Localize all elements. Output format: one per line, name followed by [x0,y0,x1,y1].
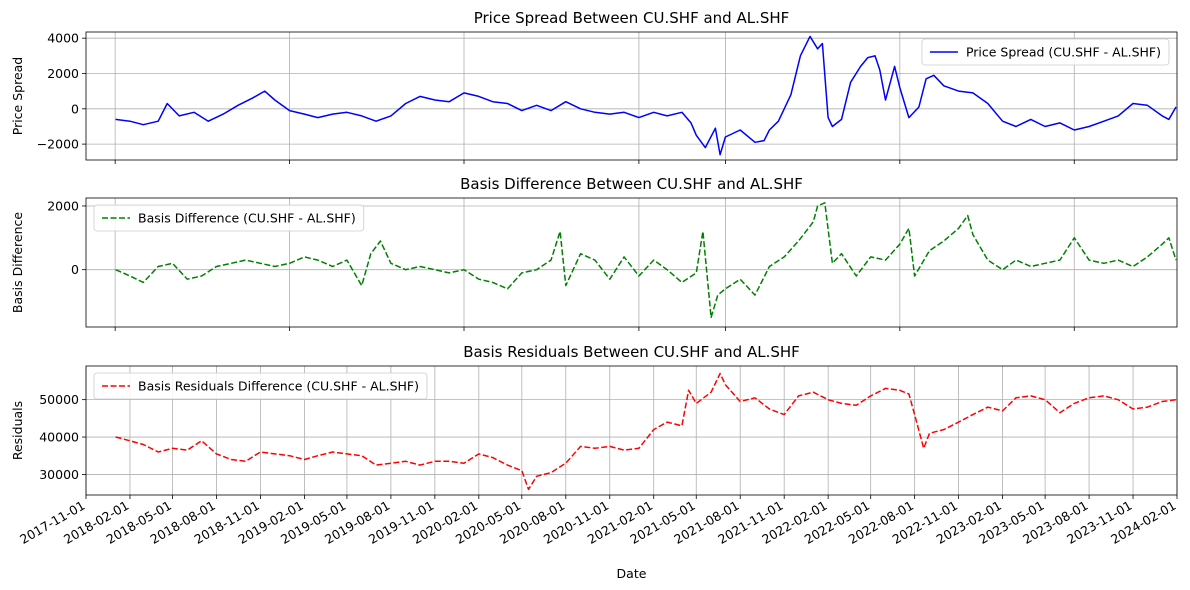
series-line-1-1 [115,35,1177,156]
series-line-2-1 [115,202,1177,319]
legend: Basis Difference (CU.SHF - AL.SHF) [93,204,365,232]
y-tick-label: 40000 [39,430,79,445]
legend-box [93,372,428,400]
y-tick-label: 30000 [39,467,79,482]
legend: Basis Residuals Difference (CU.SHF - AL.… [93,372,428,400]
series-line-3-1 [115,372,1177,491]
y-axis-label: Price Spread [10,57,25,136]
legend-box [921,38,1170,66]
y-axis-label: Basis Difference [10,212,25,313]
legend-box [93,204,365,232]
plot-frame [85,197,1178,328]
y-axis-label: Residuals [10,401,25,460]
y-tick-label: 0 [71,262,79,277]
y-tick-label: 2000 [47,198,79,213]
chart-panel-2: 0 2000 Basis Difference Between CU.SHF and… [10,175,1178,331]
y-tick-label: 50000 [39,392,79,407]
chart-title: Basis Residuals Between CU.SHF and AL.SH… [463,343,800,361]
chart-title: Price Spread Between CU.SHF and AL.SHF [474,9,790,27]
legend: Price Spread (CU.SHF - AL.SHF) [921,38,1170,66]
plot-frame [85,31,1178,161]
y-tick-label: −2000 [37,137,79,152]
chart-panel-1: −2000 0 2000 4000 Price Spread Between CU.SH… [10,9,1178,164]
legend-label: Basis Difference (CU.SHF - AL.SHF) [138,211,356,226]
legend-label: Basis Residuals Difference (CU.SHF - AL.… [138,379,419,394]
y-tick-label: 2000 [47,66,79,81]
x-axis-label: Date [617,566,647,581]
legend-label: Price Spread (CU.SHF - AL.SHF) [966,45,1161,60]
y-tick-label: 0 [71,101,79,116]
chart-title: Basis Difference Between CU.SHF and AL.S… [460,175,803,193]
chart-panel-3: 3000040000500002017-11-012018-02-012018-… [10,343,1179,581]
y-tick-label: 4000 [47,31,79,46]
plot-frame [85,365,1178,496]
